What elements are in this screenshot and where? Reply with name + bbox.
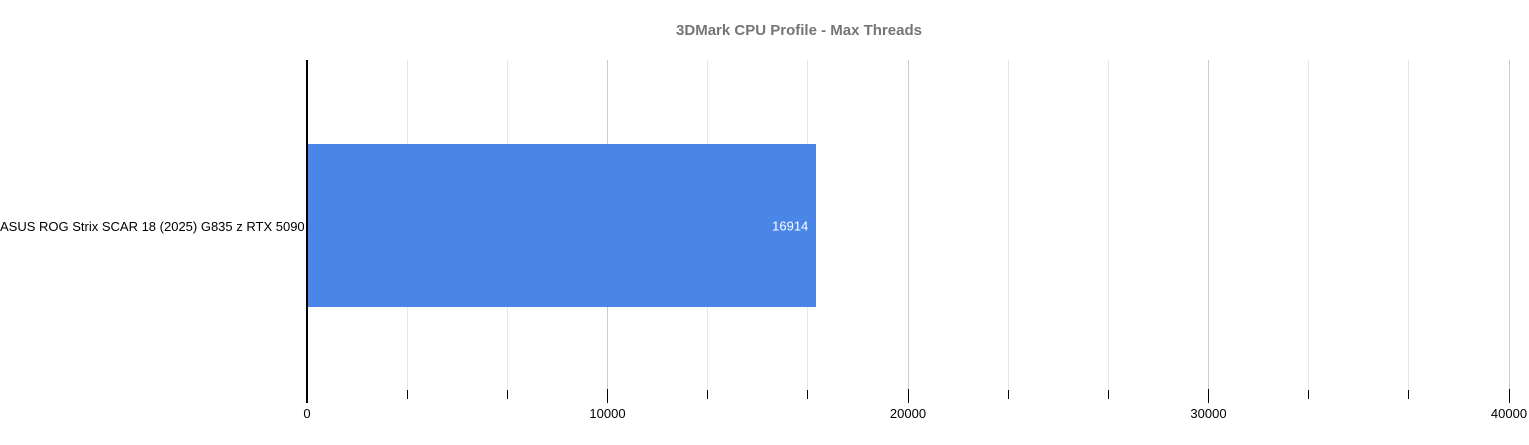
x-axis-minor-tick	[807, 390, 809, 399]
bar-asus-rog-strix-scar-18: 16914	[308, 144, 817, 307]
x-axis-major-tick	[306, 389, 308, 403]
y-axis-baseline	[306, 60, 308, 403]
x-axis-major-tick	[1208, 389, 1209, 403]
x-axis-major-tick	[1508, 389, 1510, 403]
x-axis-tick-label: 10000	[589, 406, 626, 421]
x-axis-minor-tick	[1308, 390, 1310, 399]
category-label: ASUS ROG Strix SCAR 18 (2025) G835 z RTX…	[0, 219, 305, 234]
x-axis-tick-label: 30000	[1190, 406, 1227, 421]
minor-gridline	[1308, 60, 1310, 398]
x-axis-minor-tick	[1107, 390, 1109, 399]
x-axis-minor-tick	[1007, 390, 1009, 399]
plot-area: 16914	[306, 60, 1510, 403]
minor-gridline	[1408, 60, 1410, 398]
major-gridline	[1208, 60, 1209, 398]
chart-title: 3DMark CPU Profile - Max Threads	[676, 22, 922, 39]
x-axis-minor-tick	[406, 390, 408, 399]
x-axis-tick-label: 20000	[889, 406, 927, 421]
x-axis-tick-label: 0	[303, 406, 311, 421]
major-gridline	[907, 60, 909, 398]
x-axis-minor-tick	[707, 390, 709, 399]
minor-gridline	[1007, 60, 1009, 398]
x-axis-major-tick	[607, 389, 608, 403]
minor-gridline	[1107, 60, 1109, 398]
bar-value-label: 16914	[772, 218, 809, 233]
x-axis-minor-tick	[506, 390, 508, 399]
x-axis-minor-tick	[1408, 390, 1410, 399]
x-axis-major-tick	[907, 389, 909, 403]
major-gridline	[1508, 60, 1510, 398]
x-axis-tick-label: 40000	[1490, 406, 1528, 421]
